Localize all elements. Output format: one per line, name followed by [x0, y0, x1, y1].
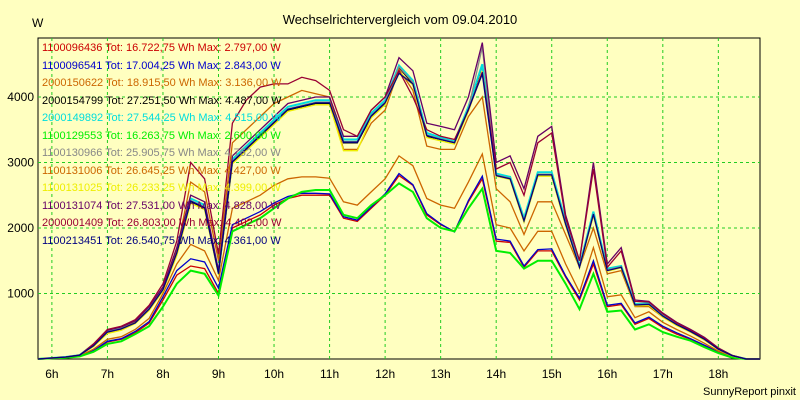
x-tick-label: 15h: [542, 367, 562, 381]
y-tick-label: 2000: [7, 221, 34, 235]
x-tick-label: 13h: [431, 367, 451, 381]
legend-entry: 1100213451 Tot: 26.540,75 Wh Max: 4.361,…: [42, 234, 281, 247]
y-tick-label: 1000: [7, 286, 34, 300]
x-tick-label: 18h: [708, 367, 728, 381]
legend: 1100096436 Tot: 16.722,75 Wh Max: 2.797,…: [42, 40, 282, 250]
y-tick-label: 3000: [7, 155, 34, 169]
legend-entry: 2000150622 Tot: 18.915,50 Wh Max: 3.136,…: [42, 77, 282, 89]
series-line-2000150622: [37, 151, 760, 360]
x-tick-label: 14h: [486, 367, 506, 381]
x-tick-label: 11h: [320, 367, 339, 381]
legend-entry: 2000149892 Tot: 27.544,25 Wh Max: 4.515,…: [42, 112, 282, 124]
legend-entry: 1100129553 Tot: 16.263,75 Wh Max: 2.600,…: [42, 129, 281, 142]
series-line-1100096436: [37, 174, 760, 360]
chart-title: Wechselrichtervergleich vom 09.04.2010: [283, 12, 518, 27]
legend-entry: 1100131025 Tot: 26.233,25 Wh Max: 4.399,…: [42, 182, 281, 194]
series-lines: [37, 42, 760, 360]
plot-area: [37, 37, 761, 360]
x-ticks: 6h 7h 8h 9h 10h 11h 12h 13h 14h 15h 16h 17h 18h: [45, 367, 728, 381]
x-tick-label: 6h: [45, 367, 58, 381]
series-line-1100129553: [37, 182, 760, 360]
y-axis-label: W: [32, 16, 44, 30]
x-tick-label: 17h: [653, 367, 673, 381]
x-tick-label: 16h: [597, 367, 617, 381]
legend-entry: 1100131074 Tot: 27.531,00 Wh Max: 4.828,…: [42, 199, 281, 212]
y-ticks: 1000 2000 3000 4000: [7, 90, 34, 301]
series-line-1100096541: [37, 172, 760, 360]
legend-entry: 1100130966 Tot: 25.905,75 Wh Max: 4.762,…: [42, 147, 281, 159]
series-line-2000001409: [37, 69, 760, 360]
x-tick-label: 9h: [212, 367, 225, 381]
series-line-1100213451: [37, 71, 760, 360]
y-tick-label: 4000: [7, 90, 34, 104]
legend-entry: 2000154799 Tot: 27.251,50 Wh Max: 4.487,…: [42, 94, 282, 107]
legend-entry: 1100096541 Tot: 17.004,25 Wh Max: 2.843,…: [42, 59, 281, 72]
legend-entry: 1100096436 Tot: 16.722,75 Wh Max: 2.797,…: [42, 42, 281, 54]
x-tick-label: 12h: [375, 367, 395, 381]
legend-entry: 1100131006 Tot: 26.645,25 Wh Max: 4.427,…: [42, 164, 281, 177]
series-line-1100131074: [37, 42, 760, 360]
x-tick-label: 8h: [156, 367, 169, 381]
x-tick-label: 10h: [264, 367, 284, 381]
footer-credit: SunnyReport pinxit: [703, 386, 796, 398]
legend-entry: 2000001409 Tot: 26.803,00 Wh Max: 4.402,…: [42, 217, 282, 229]
x-tick-label: 7h: [101, 367, 114, 381]
